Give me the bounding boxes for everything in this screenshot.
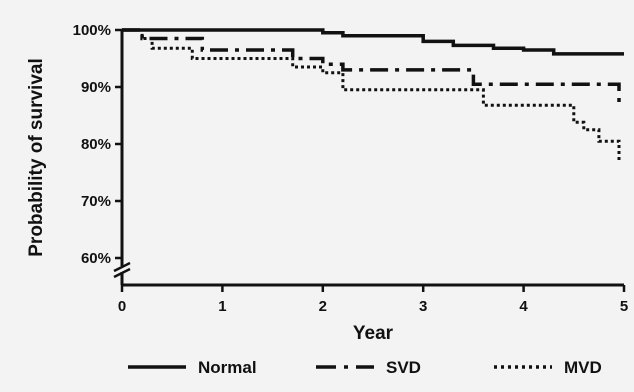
legend-label-svd: SVD [386, 358, 421, 377]
x-axis-title: Year [353, 323, 394, 344]
legend-label-normal: Normal [198, 358, 257, 377]
y-ticks: 60% 70% 80% 90% 100% [73, 22, 122, 267]
y-axis-break-marks [113, 261, 131, 279]
y-tick-label: 70% [81, 193, 111, 210]
axes [113, 30, 624, 287]
x-tick-label: 5 [620, 298, 628, 315]
series-lines [122, 28, 624, 162]
x-tick-label: 4 [519, 298, 528, 315]
x-tick-label: 1 [218, 298, 226, 315]
y-tick-label: 100% [73, 22, 111, 39]
y-tick-label: 60% [81, 250, 111, 267]
x-tick-label: 0 [118, 298, 126, 315]
y-axis-title: Probability of survival [26, 58, 47, 257]
series-line-svd [122, 28, 621, 107]
series-line-mvd [122, 28, 621, 162]
series-line-normal [122, 28, 624, 56]
legend: Normal SVD MVD [128, 358, 602, 377]
x-tick-label: 3 [419, 298, 427, 315]
y-tick-label: 90% [81, 79, 111, 96]
axis-break-mark [113, 261, 131, 273]
x-ticks: 0 1 2 3 4 5 [118, 285, 628, 315]
legend-label-mvd: MVD [564, 358, 602, 377]
x-tick-label: 2 [319, 298, 327, 315]
axis-break-mark [113, 267, 131, 279]
y-tick-label: 80% [81, 136, 111, 153]
